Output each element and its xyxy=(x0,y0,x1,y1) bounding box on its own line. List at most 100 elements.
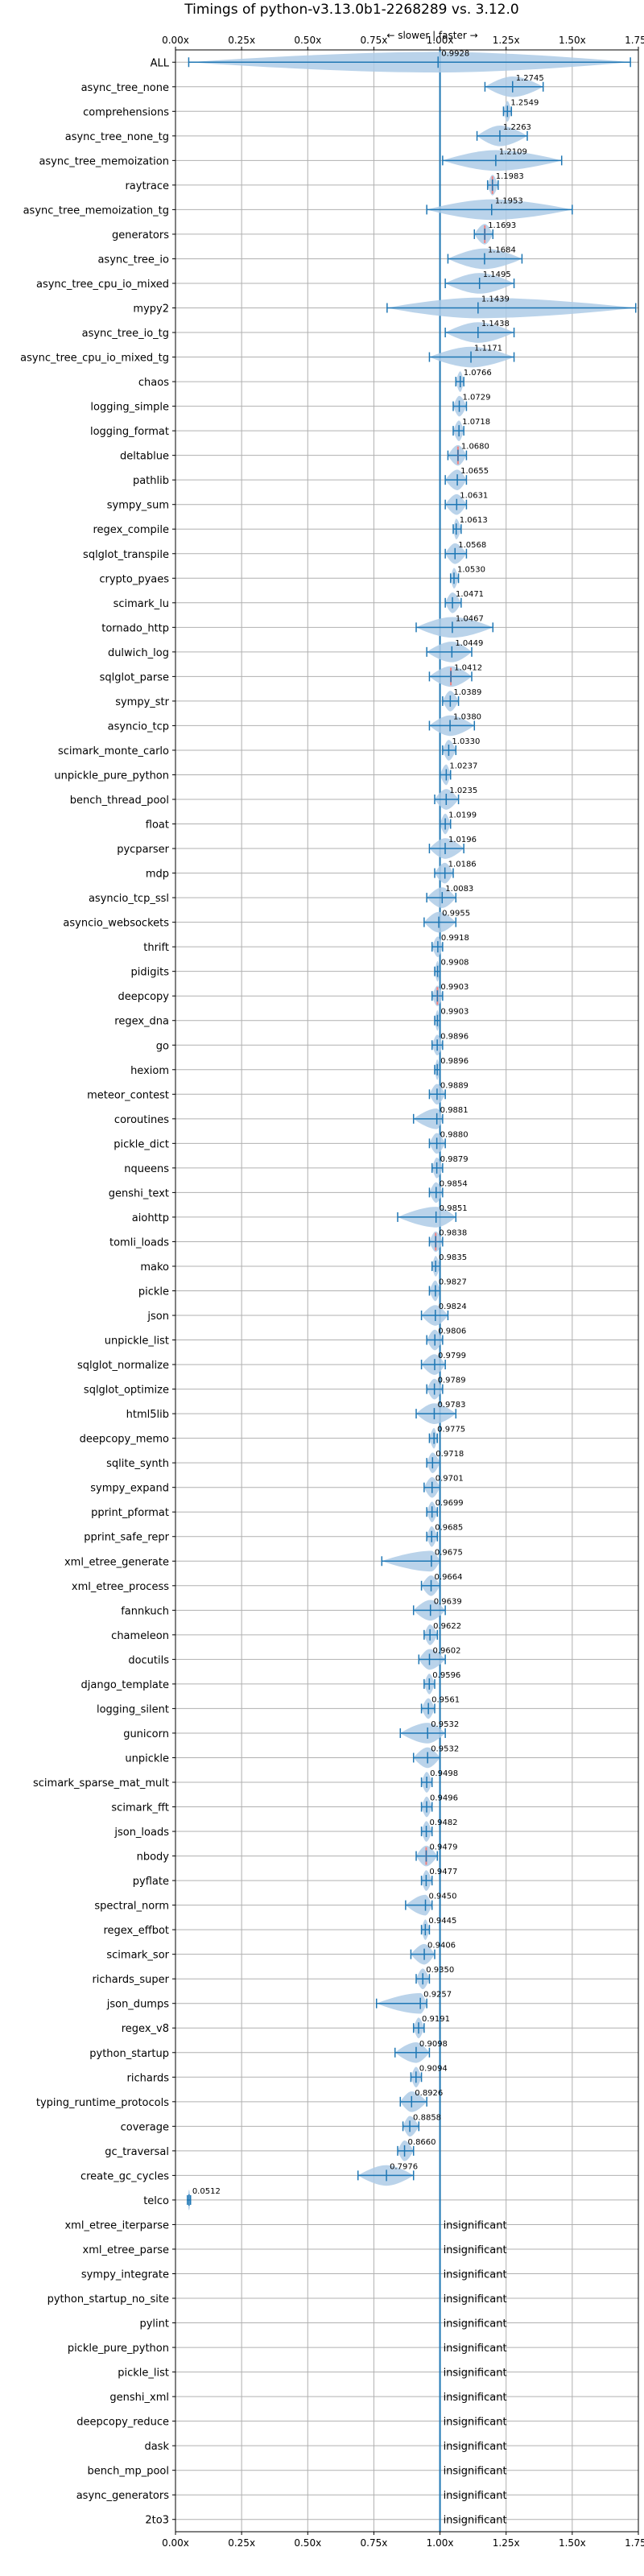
benchmark-name: sympy_integrate xyxy=(81,2268,169,2281)
benchmark-name: xml_etree_generate xyxy=(64,1556,169,1568)
value-label: 0.9622 xyxy=(433,1622,461,1631)
benchmark-name: nbody xyxy=(137,1852,170,1864)
value-label: 0.9639 xyxy=(434,1597,462,1606)
grid-lines xyxy=(175,50,639,2532)
benchmark-name: nqueens xyxy=(124,1163,169,1175)
benchmark-name: spectral_norm xyxy=(94,1901,169,1913)
benchmark-name: pickle_list xyxy=(118,2368,169,2380)
benchmark-name: scimark_fft xyxy=(111,1802,169,1814)
benchmark-name: xml_etree_parse xyxy=(83,2244,169,2256)
x-tick-label-top: 0.75x xyxy=(361,35,388,46)
benchmark-name: pickle_pure_python xyxy=(68,2343,169,2355)
insignificant-label: insignificant xyxy=(444,2318,507,2330)
benchmark-name: tornado_http xyxy=(101,622,169,634)
benchmark-name: create_gc_cycles xyxy=(80,2170,169,2182)
x-axis-ticks: 0.00x 0.00x 0.25x 0.25x 0.50x 0.50x 0.75x 0.75x… xyxy=(162,35,644,2549)
value-label: 1.0471 xyxy=(456,590,484,599)
value-label: 1.1171 xyxy=(474,345,502,353)
benchmark-name: pathlib xyxy=(133,475,169,487)
benchmark-name: unpickle_pure_python xyxy=(54,770,169,782)
benchmark-name: scimark_lu xyxy=(114,598,169,610)
insignificant-label: insignificant xyxy=(444,2490,507,2502)
benchmark-name: go xyxy=(156,1040,169,1052)
value-label: 1.1439 xyxy=(481,295,510,304)
value-label: 0.9602 xyxy=(432,1646,460,1655)
value-label: 0.8660 xyxy=(408,2138,436,2147)
value-label: 1.0655 xyxy=(460,467,489,476)
value-label: 0.9835 xyxy=(439,1253,467,1262)
value-label: 0.9191 xyxy=(422,2015,450,2024)
benchmark-name: float xyxy=(146,819,169,832)
benchmark-name: coverage xyxy=(121,2121,169,2133)
benchmark-name: json_loads xyxy=(114,1827,169,1839)
value-label: 1.2745 xyxy=(516,74,544,83)
value-label: 0.9406 xyxy=(427,1942,456,1951)
benchmark-name: ALL xyxy=(151,57,170,69)
value-label: 1.0412 xyxy=(454,663,482,672)
value-label: 1.1438 xyxy=(481,320,510,328)
value-label: 0.0512 xyxy=(192,2187,221,2196)
benchmark-name: fannkuch xyxy=(121,1605,169,1617)
benchmark-name: asyncio_tcp_ssl xyxy=(89,893,169,905)
value-label: 0.9498 xyxy=(430,1769,458,1778)
benchmark-name: bench_thread_pool xyxy=(70,795,169,807)
value-label: 0.9955 xyxy=(442,910,470,919)
value-label: 1.0718 xyxy=(462,418,490,427)
value-label: 0.9718 xyxy=(436,1450,464,1459)
benchmark-name: dask xyxy=(144,2441,169,2453)
benchmark-name: pyflate xyxy=(133,1876,169,1888)
benchmark-name: async_tree_none_tg xyxy=(65,131,169,143)
insignificant-label: insignificant xyxy=(444,2268,507,2281)
insignificant-label: insignificant xyxy=(444,2392,507,2404)
x-tick-label-top: 1.00x xyxy=(427,35,454,46)
value-label: 1.1495 xyxy=(483,270,511,279)
benchmark-name: async_tree_none xyxy=(81,82,169,94)
benchmark-name: regex_dna xyxy=(114,1016,169,1028)
value-label: 1.0729 xyxy=(463,394,491,402)
insignificant-label: insignificant xyxy=(444,2293,507,2306)
benchmark-name: genshi_text xyxy=(109,1187,169,1199)
value-label: 0.9854 xyxy=(440,1179,468,1188)
value-label: 0.9098 xyxy=(419,2040,448,2049)
value-label: 1.1953 xyxy=(495,196,523,205)
benchmark-name: pickle_dict xyxy=(114,1138,169,1150)
value-label: 0.9806 xyxy=(438,1327,466,1336)
direction-label: ← slower | faster → xyxy=(386,30,477,41)
insignificant-label: insignificant xyxy=(444,2368,507,2380)
value-label: 0.9896 xyxy=(440,1032,469,1041)
benchmark-name: sympy_expand xyxy=(90,1483,169,1495)
benchmark-name: generators xyxy=(112,229,169,242)
x-tick-label-bottom: 1.50x xyxy=(559,2537,586,2549)
value-label: 1.2263 xyxy=(503,123,531,132)
benchmark-name: xml_etree_process xyxy=(72,1581,169,1593)
value-label: 1.0186 xyxy=(448,861,477,869)
benchmark-name: logging_format xyxy=(90,426,169,438)
benchmark-name: sqlglot_parse xyxy=(100,671,169,683)
benchmark-name: bench_mp_pool xyxy=(87,2466,169,2478)
x-tick-label-bottom: 0.00x xyxy=(162,2537,189,2549)
benchmark-name: richards_super xyxy=(92,1974,169,1986)
benchmark-name: regex_effbot xyxy=(103,1925,169,1937)
x-tick-label-bottom: 1.25x xyxy=(493,2537,520,2549)
value-label: 1.0631 xyxy=(460,492,488,501)
value-label: 1.0083 xyxy=(445,885,473,894)
value-label: 0.9532 xyxy=(431,1744,459,1753)
benchmark-name: django_template xyxy=(81,1679,169,1691)
benchmark-name: chameleon xyxy=(111,1630,169,1642)
value-label: 0.9685 xyxy=(435,1524,463,1533)
benchmark-name: richards xyxy=(127,2072,170,2084)
value-label: 1.0196 xyxy=(448,836,477,844)
benchmark-name: crypto_pyaes xyxy=(99,573,169,585)
benchmark-name: logging_simple xyxy=(90,402,169,414)
value-label: 0.9889 xyxy=(440,1081,469,1090)
value-label: 1.0199 xyxy=(448,811,477,820)
x-tick-label-top: 1.50x xyxy=(559,35,586,46)
value-label: 1.0680 xyxy=(461,443,489,452)
value-label: 0.9445 xyxy=(428,1917,456,1926)
value-label: 0.9664 xyxy=(435,1573,463,1582)
value-label: 0.9880 xyxy=(440,1130,469,1139)
value-label: 0.9479 xyxy=(429,1843,457,1852)
value-label: 0.9350 xyxy=(426,1966,454,1975)
value-label: 1.0766 xyxy=(464,369,492,378)
